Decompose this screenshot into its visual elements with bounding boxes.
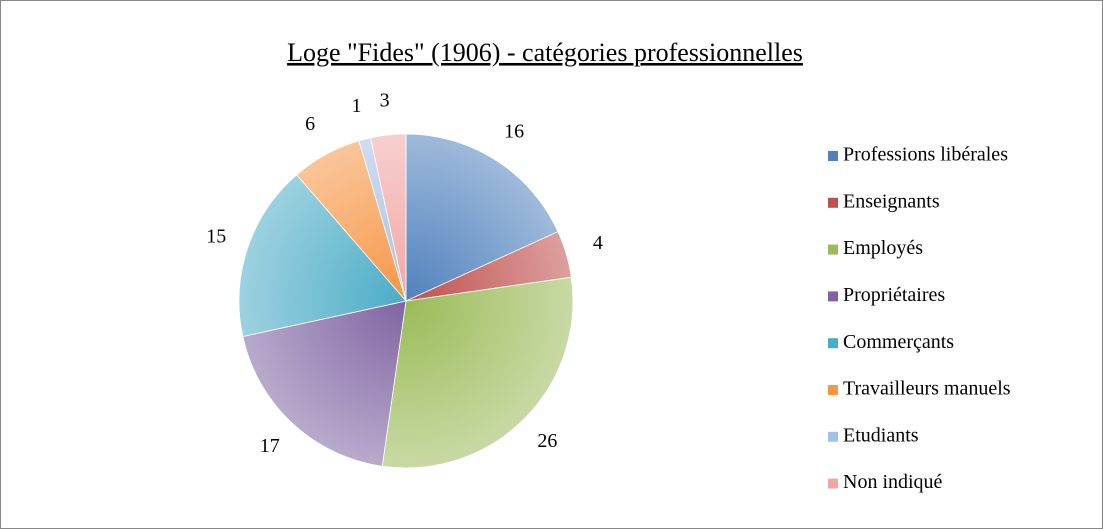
data-label: 6 [305, 113, 315, 135]
legend-swatch [828, 431, 838, 442]
chart-title: Loge "Fides" (1906) - catégories profess… [287, 38, 803, 67]
legend-swatch [828, 151, 838, 161]
data-label: 26 [537, 430, 557, 452]
data-label: 17 [260, 435, 280, 457]
legend-label: Etudiants [843, 424, 919, 446]
legend-swatch [828, 197, 838, 208]
pie-slice [242, 300, 407, 467]
legend-swatch [828, 244, 838, 255]
legend-label: Non indiqué [843, 471, 943, 493]
legend-label: Professions libérales [843, 144, 1008, 166]
legend-label: Employés [843, 237, 923, 259]
legend-label: Travailleurs manuels [843, 378, 1011, 400]
legend-label: Enseignants [843, 190, 940, 212]
legend-swatch [828, 478, 838, 489]
legend-swatch [828, 338, 838, 349]
pie-slice [370, 133, 407, 302]
legend-swatch [828, 385, 838, 395]
data-label: 3 [380, 90, 390, 112]
data-label: 15 [206, 225, 226, 247]
legend-label: Propriétaires [843, 284, 945, 306]
pie-slice [405, 133, 559, 302]
pie-slice [381, 276, 574, 469]
pie-slice [238, 174, 407, 337]
data-label: 4 [593, 232, 603, 254]
data-label: 16 [504, 120, 524, 142]
legend-swatch [828, 291, 838, 302]
data-label: 1 [352, 95, 362, 117]
legend-label: Commerçants [843, 331, 954, 353]
